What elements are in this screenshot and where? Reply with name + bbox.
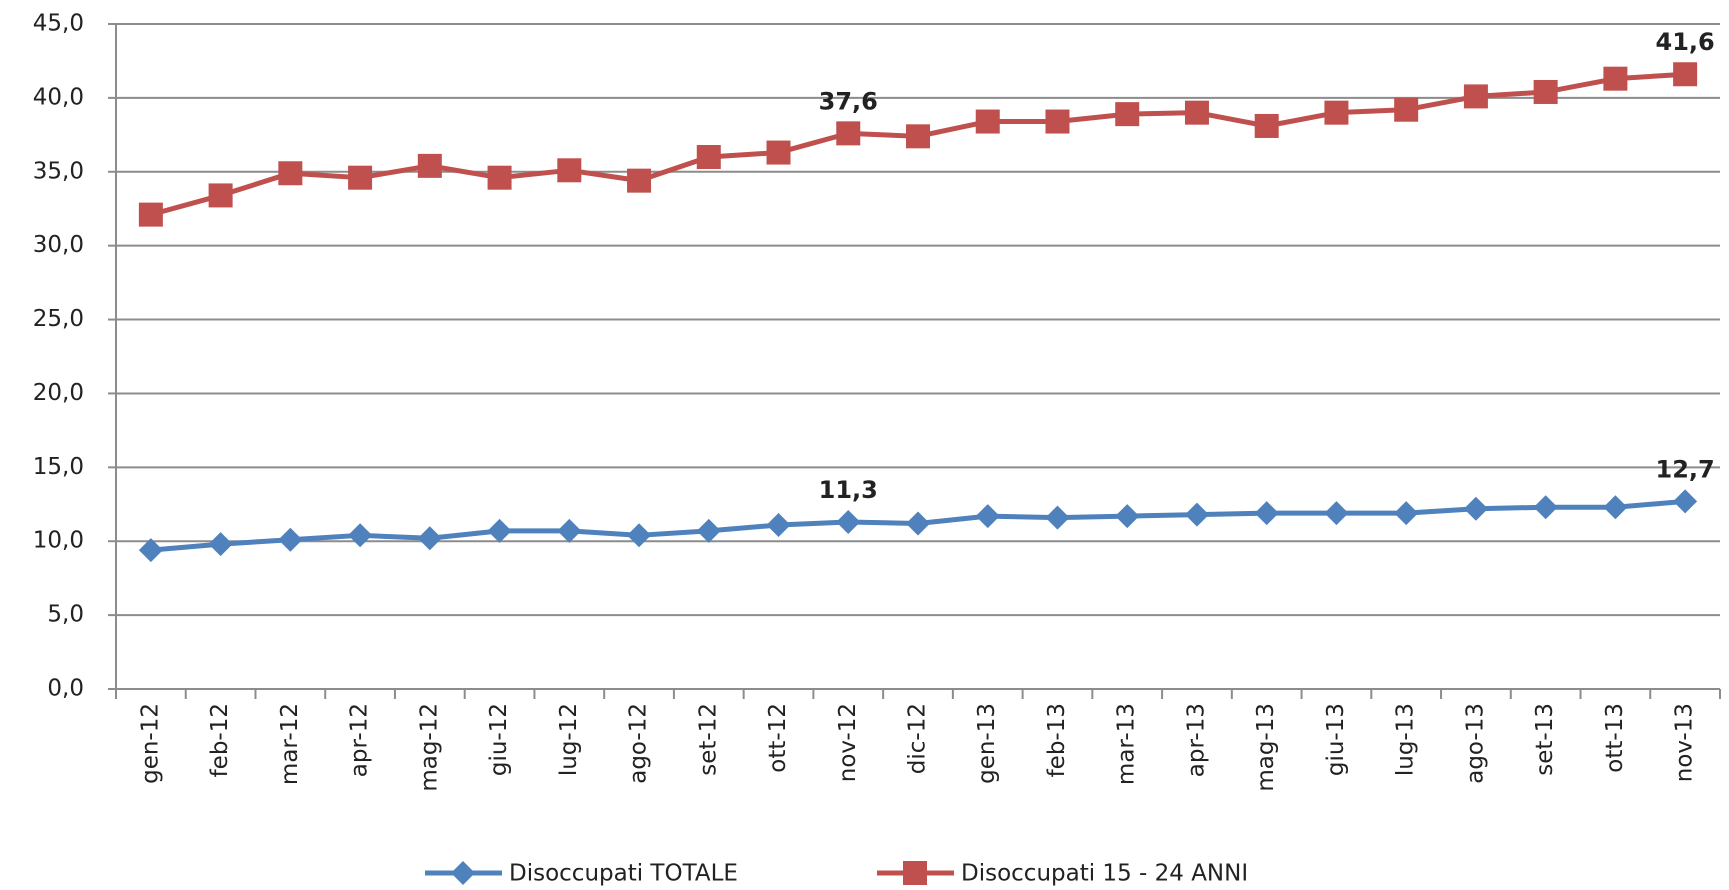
x-tick-label: mar-12 [277,703,303,785]
marker [766,140,791,165]
marker [1463,84,1488,109]
y-tick-label: 0,0 [47,676,84,702]
x-tick-label: ott-12 [765,703,791,773]
marker [487,518,512,543]
data-label: 11,3 [819,476,878,504]
y-tick-label: 10,0 [33,528,84,554]
legend-marker [903,861,927,885]
x-tick-label: mag-12 [416,703,442,792]
legend-marker [451,861,475,885]
marker [348,165,373,190]
marker [557,518,582,543]
x-tick-label: nov-13 [1672,703,1698,782]
x-tick-label: set-12 [695,703,721,776]
x-tick-label: giu-13 [1323,703,1349,776]
x-tick-label: gen-13 [974,703,1000,784]
x-tick-label: feb-13 [1044,703,1070,777]
marker [1115,504,1140,529]
marker [138,538,163,563]
data-label: 37,6 [819,87,878,115]
marker [1533,79,1558,104]
marker [906,511,930,536]
marker [1184,100,1209,125]
marker [1115,102,1140,127]
x-tick-label: nov-12 [835,703,861,782]
data-label: 41,6 [1656,28,1715,56]
marker [348,523,373,548]
marker [1254,113,1279,138]
marker [208,532,233,557]
marker [975,504,1000,529]
y-tick-label: 20,0 [33,380,84,406]
legend-label: Disoccupati TOTALE [509,861,738,887]
marker [278,527,303,552]
x-tick-label: lug-13 [1393,703,1419,776]
marker [1254,501,1279,526]
marker [417,153,442,178]
marker [1394,97,1419,122]
data-label: 12,7 [1656,455,1715,483]
marker [696,145,721,169]
marker [627,168,652,193]
legend-label: Disoccupati 15 - 24 ANNI [961,861,1248,887]
y-tick-label: 35,0 [33,158,84,184]
marker [836,121,861,146]
y-tick-label: 25,0 [33,306,84,332]
marker [836,510,861,535]
marker [1603,66,1628,91]
marker [1533,495,1558,520]
x-tick-label: mag-13 [1253,703,1279,792]
x-tick-label: feb-12 [207,703,233,777]
marker [906,124,930,149]
marker [1603,495,1628,520]
x-tick-label: dic-12 [905,703,931,774]
marker [1324,100,1349,125]
y-tick-label: 15,0 [33,454,84,480]
x-tick-label: mar-13 [1114,703,1140,785]
marker [278,161,303,186]
marker [696,518,721,543]
x-tick-label: ago-13 [1462,703,1488,784]
marker [557,158,582,183]
marker [1045,109,1070,134]
x-tick-label: gen-12 [137,703,163,784]
marker [766,512,791,537]
x-tick-label: ago-12 [626,703,652,784]
y-tick-label: 45,0 [33,11,84,37]
y-tick-label: 40,0 [33,84,84,110]
x-tick-label: set-13 [1532,703,1558,776]
x-tick-label: apr-12 [347,703,373,777]
marker [1673,62,1698,87]
marker [1184,502,1209,527]
y-tick-label: 5,0 [47,602,84,628]
marker [208,183,233,208]
marker [1463,496,1488,521]
x-tick-label: ott-13 [1602,703,1628,773]
marker [1324,501,1349,526]
x-tick-label: giu-12 [486,703,512,776]
marker [1394,501,1419,526]
x-tick-label: apr-13 [1183,703,1209,777]
marker [1673,489,1698,514]
y-tick-label: 30,0 [33,232,84,258]
marker [627,523,652,548]
marker [138,202,163,227]
x-tick-label: lug-12 [556,703,582,776]
marker [487,165,512,190]
marker [417,526,442,551]
marker [975,109,1000,134]
marker [1045,505,1070,530]
